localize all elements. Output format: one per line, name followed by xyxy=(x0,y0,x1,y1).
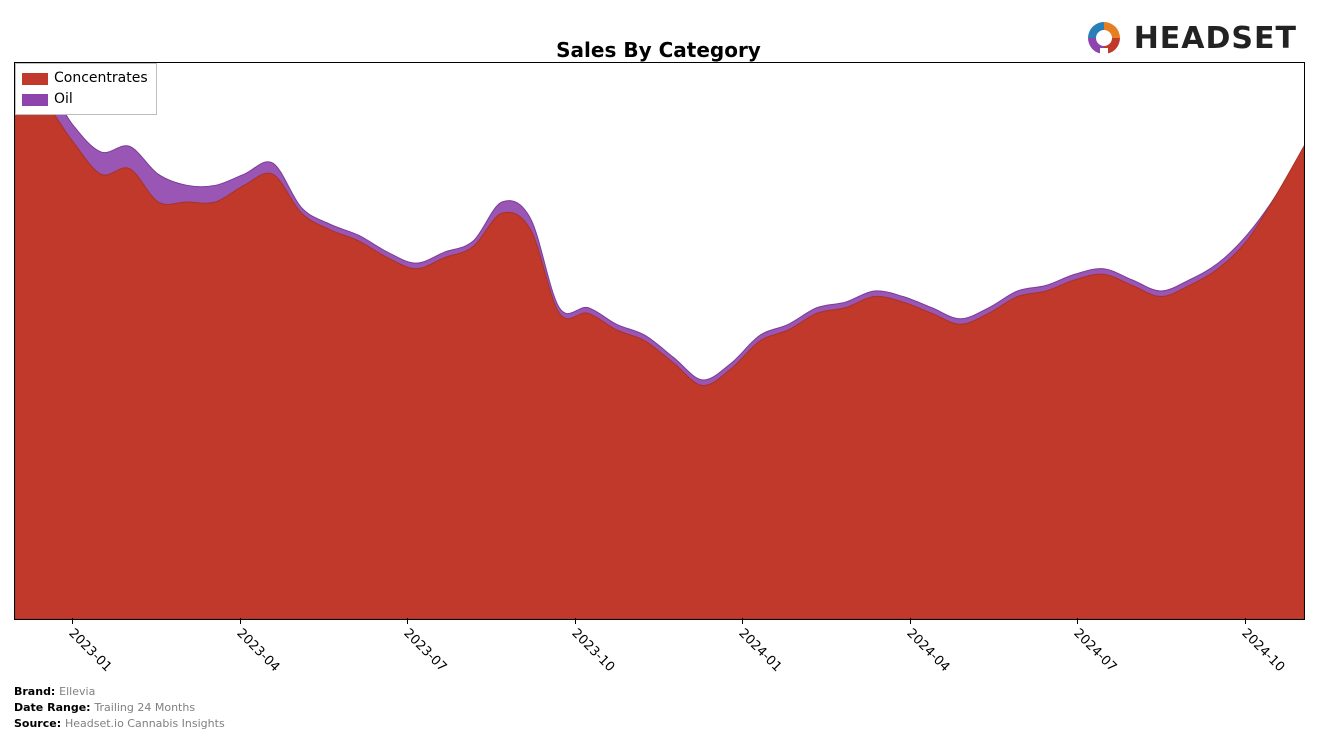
x-tick-mark xyxy=(407,618,408,624)
area-chart xyxy=(15,63,1304,619)
x-tick-label: 2024-01 xyxy=(736,626,785,675)
x-tick-label: 2024-07 xyxy=(1071,626,1120,675)
footer-value: Trailing 24 Months xyxy=(94,701,195,714)
plot-area: ConcentratesOil xyxy=(14,62,1305,620)
logo-text: HEADSET xyxy=(1134,21,1297,56)
x-tick-label: 2023-01 xyxy=(65,626,114,675)
footer-label: Source: xyxy=(14,717,65,730)
series-concentrates xyxy=(15,91,1304,619)
chart-container: { "title": { "text": "Sales By Category"… xyxy=(0,0,1317,740)
legend-item: Oil xyxy=(22,89,148,110)
x-tick-label: 2024-10 xyxy=(1238,626,1287,675)
x-tick-mark xyxy=(1245,618,1246,624)
headset-logo-icon xyxy=(1084,18,1124,58)
logo: HEADSET xyxy=(1084,18,1297,58)
x-tick-label: 2023-07 xyxy=(401,626,450,675)
legend-label: Oil xyxy=(54,89,73,110)
legend-label: Concentrates xyxy=(54,68,148,89)
footer-value: Headset.io Cannabis Insights xyxy=(65,717,225,730)
x-tick-mark xyxy=(72,618,73,624)
x-tick-label: 2023-10 xyxy=(568,626,617,675)
footer-value: Ellevia xyxy=(59,685,95,698)
footer-label: Brand: xyxy=(14,685,59,698)
footer-label: Date Range: xyxy=(14,701,94,714)
chart-footer: Brand: ElleviaDate Range: Trailing 24 Mo… xyxy=(14,684,225,732)
x-tick-label: 2024-04 xyxy=(903,626,952,675)
x-tick-mark xyxy=(575,618,576,624)
footer-line: Brand: Ellevia xyxy=(14,684,225,700)
chart-title-text: Sales By Category xyxy=(556,38,761,62)
x-tick-label: 2023-04 xyxy=(233,626,282,675)
x-tick-mark xyxy=(910,618,911,624)
legend-item: Concentrates xyxy=(22,68,148,89)
legend: ConcentratesOil xyxy=(15,63,157,115)
legend-swatch xyxy=(22,73,48,85)
legend-swatch xyxy=(22,94,48,106)
footer-line: Source: Headset.io Cannabis Insights xyxy=(14,716,225,732)
x-tick-mark xyxy=(240,618,241,624)
x-tick-mark xyxy=(742,618,743,624)
x-tick-mark xyxy=(1077,618,1078,624)
footer-line: Date Range: Trailing 24 Months xyxy=(14,700,225,716)
